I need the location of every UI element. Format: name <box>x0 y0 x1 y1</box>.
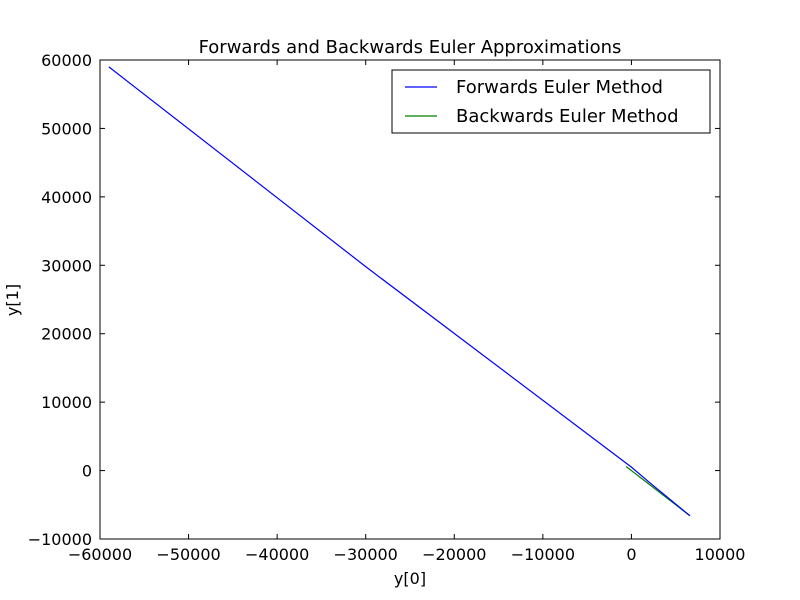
legend: Forwards Euler Method Backwards Euler Me… <box>391 69 711 134</box>
x-tick-label: 10000 <box>695 545 746 564</box>
x-axis-label: y[0] <box>394 569 426 588</box>
series-layer <box>108 66 691 517</box>
legend-frame <box>391 69 711 134</box>
x-tick-label: −10000 <box>511 545 575 564</box>
y-tick-label: 0 <box>82 462 92 481</box>
y-axis-ticks: −10000 0 10000 20000 30000 40000 50000 60000 <box>28 51 720 549</box>
chart-title: Forwards and Backwards Euler Approximati… <box>199 37 622 58</box>
series-line-forwards-euler <box>108 66 691 517</box>
legend-label-backwards-euler: Backwards Euler Method <box>456 106 679 127</box>
x-tick-label: −50000 <box>156 545 220 564</box>
y-tick-label: 20000 <box>41 325 92 344</box>
y-tick-label: 10000 <box>41 393 92 412</box>
x-tick-label: −60000 <box>68 545 132 564</box>
x-tick-label: −40000 <box>245 545 309 564</box>
y-tick-label: 40000 <box>41 188 92 207</box>
y-axis-label: y[1] <box>3 284 22 316</box>
legend-label-forwards-euler: Forwards Euler Method <box>456 77 663 98</box>
plot-area-frame <box>99 59 721 540</box>
y-tick-label: 60000 <box>41 51 92 70</box>
x-axis-ticks: −60000 −50000 −40000 −30000 −20000 −10000 0 100… <box>68 60 746 564</box>
y-tick-label: 50000 <box>41 119 92 138</box>
x-tick-label: −20000 <box>422 545 486 564</box>
y-tick-label: 30000 <box>41 256 92 275</box>
x-tick-label: 0 <box>626 545 636 564</box>
y-tick-label: −10000 <box>28 530 92 549</box>
x-tick-label: −30000 <box>334 545 398 564</box>
